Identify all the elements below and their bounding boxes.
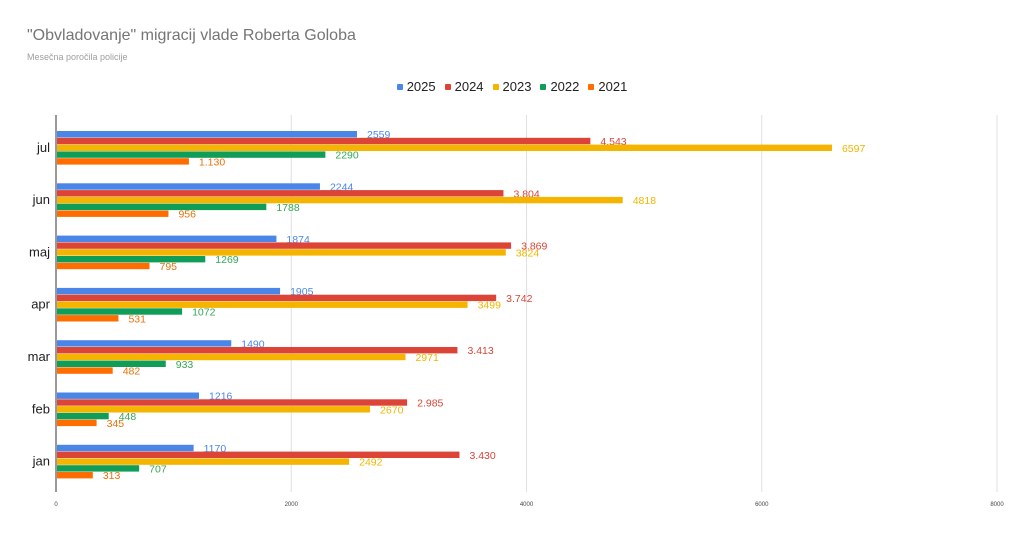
x-tick-label: 0 bbox=[54, 502, 58, 508]
bar-2022-jul bbox=[57, 151, 326, 158]
bar-2024-maj bbox=[57, 242, 512, 249]
bar-2022-mar bbox=[57, 360, 166, 367]
data-label-2023-jul: 6597 bbox=[842, 143, 866, 155]
bar-2024-jul bbox=[57, 137, 591, 145]
data-label-2021-jul: 1.130 bbox=[199, 156, 225, 168]
data-label-2022-feb: 448 bbox=[119, 411, 137, 423]
x-tick-label: 4000 bbox=[520, 502, 534, 508]
data-label-2024-maj: 3.869 bbox=[521, 241, 547, 253]
bar-2025-jan bbox=[57, 444, 194, 452]
data-label-2024-jan: 3.430 bbox=[469, 450, 495, 462]
category-label: mar bbox=[28, 349, 51, 364]
bar-2022-maj bbox=[57, 256, 206, 263]
legend-item-2022[interactable]: 2022 bbox=[540, 79, 579, 94]
bar-2021-maj bbox=[57, 262, 150, 270]
bar-2021-jan bbox=[57, 472, 93, 479]
x-tick-label: 6000 bbox=[755, 502, 769, 508]
data-label-2022-apr: 1072 bbox=[192, 307, 216, 319]
category-label: jun bbox=[32, 192, 50, 207]
data-label-2023-feb: 2670 bbox=[380, 404, 404, 416]
data-label-2023-jun: 4818 bbox=[633, 195, 657, 207]
category-label: jul bbox=[36, 140, 50, 155]
data-label-2022-mar: 933 bbox=[176, 359, 194, 371]
chart-legend: 2025 2024 2023 2022 2021 bbox=[0, 79, 1024, 94]
data-label-2023-mar: 2971 bbox=[415, 352, 439, 364]
legend-label: 2021 bbox=[598, 79, 628, 94]
x-tick-label: 8000 bbox=[990, 502, 1004, 508]
data-label-2021-jun: 956 bbox=[178, 209, 196, 221]
category-label: feb bbox=[32, 401, 50, 416]
bar-2022-jan bbox=[57, 465, 140, 472]
bar-2021-jun bbox=[57, 210, 169, 217]
bar-2022-apr bbox=[57, 308, 183, 315]
bar-2025-mar bbox=[57, 340, 232, 347]
legend-swatch bbox=[588, 83, 595, 90]
data-label-2022-jul: 2290 bbox=[335, 150, 359, 162]
bar-2023-maj bbox=[57, 249, 506, 256]
chart-subtitle: Mesečna poročila policije bbox=[27, 52, 128, 62]
data-label-2022-jan: 707 bbox=[149, 463, 167, 475]
legend-swatch bbox=[396, 83, 403, 90]
data-label-2021-maj: 795 bbox=[160, 261, 178, 273]
bar-2021-apr bbox=[57, 315, 119, 322]
legend-swatch bbox=[492, 83, 499, 90]
legend-item-2023[interactable]: 2023 bbox=[492, 79, 532, 94]
bar-2025-jul bbox=[57, 131, 358, 138]
data-label-2022-maj: 1269 bbox=[215, 254, 239, 266]
legend-swatch bbox=[444, 83, 451, 90]
bar-2025-apr bbox=[57, 287, 281, 295]
data-label-2021-mar: 482 bbox=[123, 366, 141, 378]
bar-2023-feb bbox=[57, 406, 371, 413]
data-label-2021-jan: 313 bbox=[103, 470, 121, 482]
legend-item-2024[interactable]: 2024 bbox=[444, 79, 484, 94]
data-label-2024-mar: 3.413 bbox=[467, 345, 493, 357]
category-label: maj bbox=[29, 244, 50, 259]
bar-2023-apr bbox=[57, 301, 468, 308]
data-label-2024-apr: 3.742 bbox=[506, 293, 532, 305]
bar-2024-mar bbox=[57, 347, 458, 354]
legend-swatch bbox=[540, 83, 547, 90]
x-tick-label: 2000 bbox=[285, 502, 299, 508]
data-label-2021-feb: 345 bbox=[107, 418, 125, 430]
bar-2023-jan bbox=[57, 458, 350, 465]
bar-2025-maj bbox=[57, 235, 277, 242]
bar-2022-feb bbox=[57, 412, 109, 420]
data-label-2023-jan: 2492 bbox=[359, 457, 383, 469]
bar-2025-feb bbox=[57, 392, 200, 399]
bar-2024-jun bbox=[57, 190, 504, 197]
legend-item-2021[interactable]: 2021 bbox=[588, 79, 627, 94]
data-label-2022-jun: 1788 bbox=[276, 202, 300, 214]
legend-label: 2022 bbox=[550, 79, 580, 94]
bar-2023-jun bbox=[57, 196, 623, 204]
bar-2024-apr bbox=[57, 294, 497, 302]
bar-2025-jun bbox=[57, 183, 320, 190]
category-label: jan bbox=[32, 454, 50, 469]
data-label-2024-feb: 2.985 bbox=[417, 398, 443, 410]
data-label-2023-apr: 3499 bbox=[478, 300, 502, 312]
data-label-2023-maj: 3824 bbox=[516, 247, 540, 259]
bar-2021-feb bbox=[57, 419, 97, 427]
bar-2021-jul bbox=[57, 158, 189, 165]
data-label-2021-apr: 531 bbox=[128, 313, 146, 325]
bar-2022-jun bbox=[57, 203, 267, 211]
category-label: apr bbox=[31, 297, 50, 312]
legend-label: 2023 bbox=[502, 79, 532, 94]
chart-title: "Obvladovanje" migracij vlade Roberta Go… bbox=[27, 27, 356, 44]
bar-2024-jan bbox=[57, 451, 460, 458]
legend-label: 2024 bbox=[454, 79, 484, 94]
bar-2023-mar bbox=[57, 353, 406, 361]
bar-2024-feb bbox=[57, 399, 408, 406]
bar-2023-jul bbox=[57, 144, 832, 151]
legend-item-2025[interactable]: 2025 bbox=[396, 79, 436, 94]
legend-label: 2025 bbox=[406, 79, 436, 94]
bar-2021-mar bbox=[57, 367, 113, 374]
